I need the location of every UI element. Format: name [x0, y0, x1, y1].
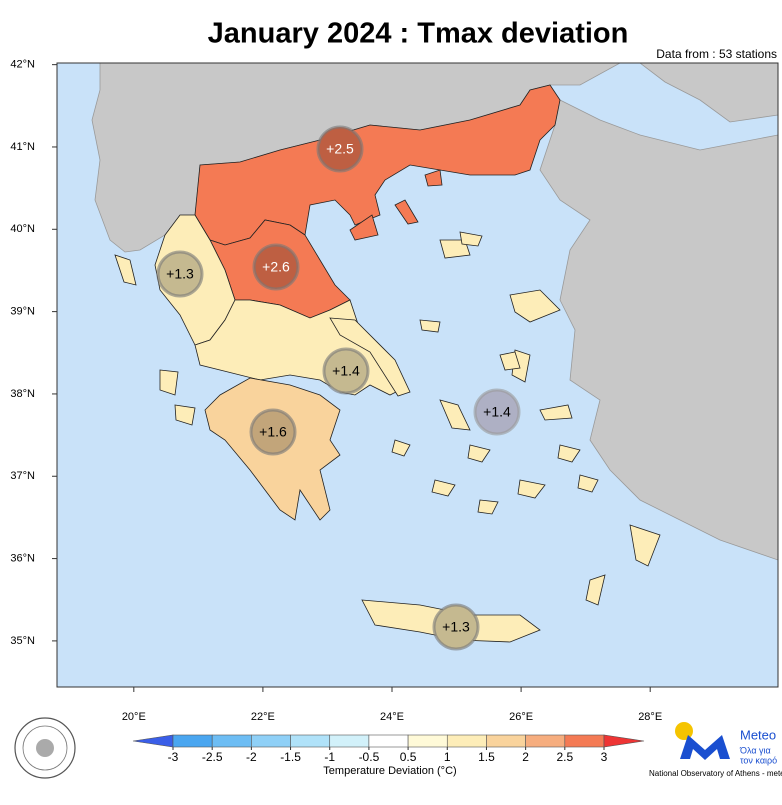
region: [419, 319, 441, 333]
seal-inner: [22, 725, 68, 771]
seal: [14, 717, 76, 779]
region: [509, 289, 561, 323]
colorbar-tick-label: -2.5: [202, 750, 223, 764]
bubble-label: +1.4: [332, 363, 360, 379]
colorbar-extend: [132, 734, 174, 748]
region: [391, 439, 411, 457]
region: [439, 239, 471, 259]
brand: Meteo: [740, 727, 776, 742]
colorbar-bin: [564, 734, 605, 748]
credit: National Observatory of Athens - meteo.g…: [649, 769, 782, 778]
colorbar-bin: [251, 734, 291, 748]
map: +2.5 +2.6 +1.3 +1.4 +1.6 +1.4 +1.3: [57, 63, 778, 687]
station-bubble: [432, 603, 480, 651]
brand-logo: Meteo Όλα για τον καιρό National Observa…: [649, 722, 782, 778]
colorbar-tick-label: 1.5: [478, 750, 495, 764]
region: [577, 474, 599, 493]
tagline: τον καιρό: [740, 755, 777, 765]
x-tick-label: 26°E: [509, 711, 533, 723]
y-tick-label: 39°N: [10, 306, 35, 318]
colorbar-bin: [329, 734, 370, 748]
map-frame: [56, 62, 779, 688]
region: [557, 444, 581, 463]
station-bubble: [473, 388, 521, 436]
y-tick-label: 35°N: [10, 635, 35, 647]
seal-figure: [36, 739, 54, 757]
y-tick-label: 41°N: [10, 141, 35, 153]
title: January 2024 : Tmax deviation: [208, 18, 629, 50]
colorbar-tick-label: 3: [601, 750, 608, 764]
region: [424, 169, 443, 187]
logo-mark: [680, 735, 730, 760]
colorbar-tick-label: -3: [168, 750, 179, 764]
colorbar-tick-label: -1: [324, 750, 335, 764]
region: [159, 369, 179, 396]
region: [174, 404, 196, 426]
y-tick-label: 42°N: [10, 59, 35, 71]
bubble-label: +1.6: [259, 424, 287, 440]
colorbar-extend: [603, 734, 645, 748]
region: [629, 524, 661, 567]
x-tick-label: 20°E: [122, 711, 146, 723]
station-bubble: [156, 250, 204, 298]
note: Data from : 53 stations: [656, 47, 777, 61]
bubble-label: +1.3: [166, 266, 194, 282]
station-bubble: [322, 347, 370, 395]
station-bubble: [249, 408, 297, 456]
colorbar-bin: [407, 734, 448, 748]
region: [585, 574, 606, 606]
colorbar-bin: [525, 734, 566, 748]
colorbar-bin: [368, 734, 409, 748]
bubble-label: +2.6: [262, 259, 290, 275]
neighbours: [91, 63, 778, 561]
region: [394, 199, 419, 225]
colorbar-bin: [290, 734, 331, 748]
region: [459, 231, 483, 247]
colorbar-tick-label: 0.5: [400, 750, 417, 764]
region: [439, 399, 471, 431]
colorbar-tick-label: -0.5: [359, 750, 380, 764]
y-tick-label: 40°N: [10, 223, 35, 235]
y-tick-label: 37°N: [10, 470, 35, 482]
region: [467, 444, 491, 463]
region: [499, 351, 521, 371]
colorbar-tick-label: 2: [522, 750, 529, 764]
colorbar-bin: [172, 734, 213, 748]
x-tick-label: 24°E: [380, 711, 404, 723]
region: [114, 254, 137, 286]
y-tick-label: 36°N: [10, 552, 35, 564]
station-bubble: [316, 125, 364, 173]
x-tick-label: 28°E: [638, 711, 662, 723]
colorbar-tick-label: -2: [246, 750, 257, 764]
region: [477, 499, 499, 515]
region: [517, 479, 546, 499]
station-bubble: [252, 243, 300, 291]
bubble-label: +1.3: [442, 619, 470, 635]
colorbar-bin: [446, 734, 487, 748]
colorbar-tick-label: 2.5: [556, 750, 573, 764]
colorbar-bin: [211, 734, 252, 748]
land: [639, 63, 778, 123]
seal-logo: [14, 717, 76, 779]
colorbar-bin: [486, 734, 526, 748]
colorbar-tick-label: 1: [444, 750, 451, 764]
region: [539, 404, 573, 421]
colorbar-label: Temperature Deviation (°C): [323, 765, 456, 777]
x-tick-label: 22°E: [251, 711, 275, 723]
region: [329, 317, 411, 397]
land: [539, 99, 778, 561]
y-tick-label: 38°N: [10, 388, 35, 400]
region: [349, 214, 379, 241]
bubble-label: +2.5: [326, 141, 354, 157]
bubble-label: +1.4: [483, 404, 511, 420]
colorbar-tick-label: -1.5: [280, 750, 301, 764]
tagline: Όλα για: [739, 745, 771, 755]
region: [431, 479, 456, 497]
